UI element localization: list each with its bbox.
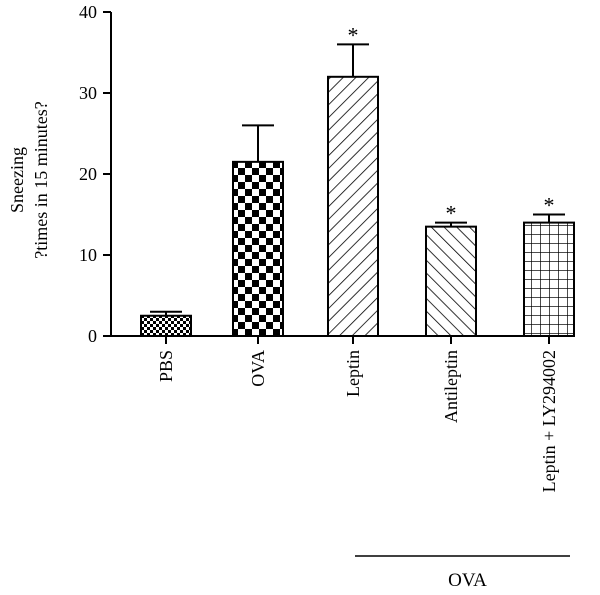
y-ticks: 0 10 20 30 40 bbox=[79, 2, 111, 346]
group-label: OVA bbox=[448, 570, 487, 591]
significance-star: * bbox=[544, 193, 555, 218]
y-axis-label-line2: ?times in 15 minutes? bbox=[31, 101, 51, 258]
error-bars bbox=[150, 43, 565, 316]
y-axis-label-line1: Sneezing bbox=[7, 147, 27, 213]
bars bbox=[140, 75, 575, 338]
category-label: OVA bbox=[248, 350, 268, 387]
y-tick-label: 20 bbox=[79, 164, 97, 184]
category-label: Antileptin bbox=[441, 350, 461, 423]
bar-pbs bbox=[140, 314, 192, 337]
y-axis-label: Sneezing ?times in 15 minutes? bbox=[7, 101, 51, 258]
significance-star: * bbox=[446, 201, 457, 226]
group-bracket: OVA bbox=[355, 555, 570, 591]
category-label: Leptin bbox=[343, 350, 363, 397]
y-tick-label: 30 bbox=[79, 83, 97, 103]
category-label: PBS bbox=[156, 350, 176, 382]
y-tick-label: 10 bbox=[79, 245, 97, 265]
y-tick-label: 40 bbox=[79, 2, 97, 22]
bar-leptin-ly294002 bbox=[523, 221, 575, 338]
bar-ova bbox=[232, 160, 284, 337]
bar-antileptin bbox=[425, 225, 477, 337]
category-label: Leptin + LY294002 bbox=[539, 350, 559, 492]
bar-leptin bbox=[327, 75, 379, 338]
significance-star: * bbox=[348, 22, 359, 47]
y-tick-label: 0 bbox=[88, 326, 97, 346]
significance-markers: * * * bbox=[348, 22, 555, 225]
category-labels: PBS OVA Leptin Antileptin Leptin + LY294002 bbox=[156, 350, 559, 492]
